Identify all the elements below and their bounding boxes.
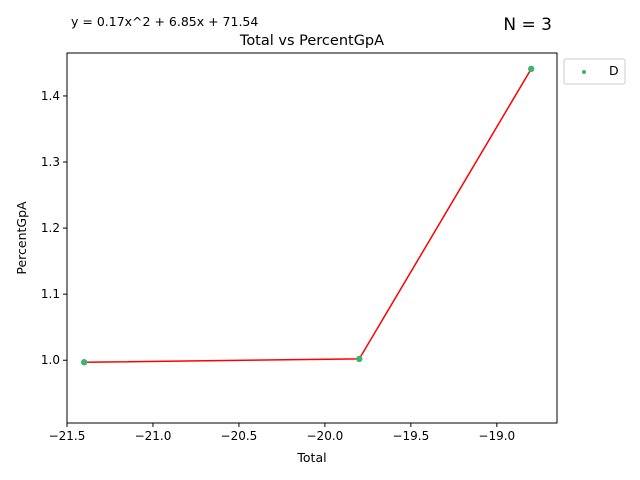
fit-curve: [84, 68, 532, 363]
data-points: [80, 65, 535, 366]
n-label: N = 3: [503, 15, 552, 35]
legend-label: D: [609, 63, 619, 78]
y-axis-label: PercentGpA: [14, 201, 29, 275]
plot-area: [66, 52, 558, 424]
y-tick-label: 1.3: [41, 155, 60, 169]
y-tick-label: 1.4: [41, 89, 60, 103]
x-tick-label: −20.5: [221, 429, 258, 443]
data-point: [528, 65, 535, 73]
x-axis: −21.5 −21.0 −20.5 −20.0 −19.5 −19.0: [49, 423, 515, 443]
y-tick-label: 1.2: [41, 221, 60, 235]
x-tick-label: −21.0: [135, 429, 172, 443]
y-tick-label: 1.1: [41, 287, 60, 301]
x-tick-label: −21.5: [49, 429, 86, 443]
y-axis: 1.0 1.1 1.2 1.3 1.4: [41, 89, 67, 367]
chart-title: Total vs PercentGpA: [239, 33, 384, 49]
fit-line: [84, 68, 532, 363]
x-tick-label: −19.5: [392, 429, 429, 443]
legend-marker: [582, 70, 586, 74]
y-tick-label: 1.0: [41, 353, 60, 367]
equation-annotation: y = 0.17x^2 + 6.85x + 71.54: [71, 14, 258, 29]
x-tick-label: −19.0: [478, 429, 515, 443]
data-point: [356, 355, 363, 363]
data-point: [80, 359, 88, 366]
x-axis-label: Total: [296, 450, 326, 465]
legend: D: [563, 58, 626, 85]
x-tick-label: −20.0: [307, 429, 344, 443]
legend-box: [563, 58, 626, 85]
